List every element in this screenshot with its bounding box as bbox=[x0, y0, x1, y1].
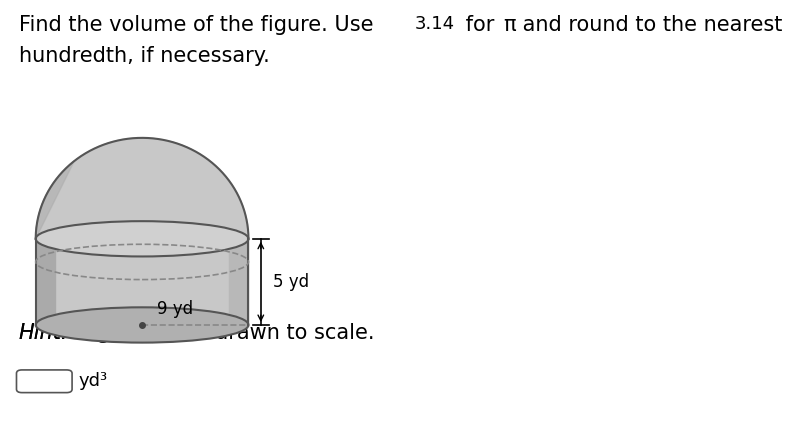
Text: 9 yd: 9 yd bbox=[157, 300, 193, 318]
Text: 3.14: 3.14 bbox=[415, 15, 455, 33]
Polygon shape bbox=[36, 239, 249, 325]
Ellipse shape bbox=[36, 308, 249, 343]
Polygon shape bbox=[230, 239, 249, 325]
Text: and round to the nearest: and round to the nearest bbox=[516, 15, 782, 35]
Polygon shape bbox=[36, 161, 74, 239]
Text: Hint:: Hint: bbox=[18, 323, 69, 343]
Text: π: π bbox=[504, 15, 516, 35]
Text: hundredth, if necessary.: hundredth, if necessary. bbox=[18, 46, 270, 66]
FancyBboxPatch shape bbox=[17, 370, 72, 393]
Polygon shape bbox=[36, 138, 249, 239]
Text: 5 yd: 5 yd bbox=[273, 273, 310, 291]
Text: for: for bbox=[459, 15, 502, 35]
Text: Find the volume of the figure. Use: Find the volume of the figure. Use bbox=[18, 15, 380, 35]
Text: Hint:: Hint: bbox=[18, 323, 69, 343]
Text: Figure is not drawn to scale.: Figure is not drawn to scale. bbox=[74, 323, 374, 343]
Polygon shape bbox=[36, 239, 55, 325]
Text: yd³: yd³ bbox=[78, 372, 107, 390]
Ellipse shape bbox=[36, 221, 249, 256]
